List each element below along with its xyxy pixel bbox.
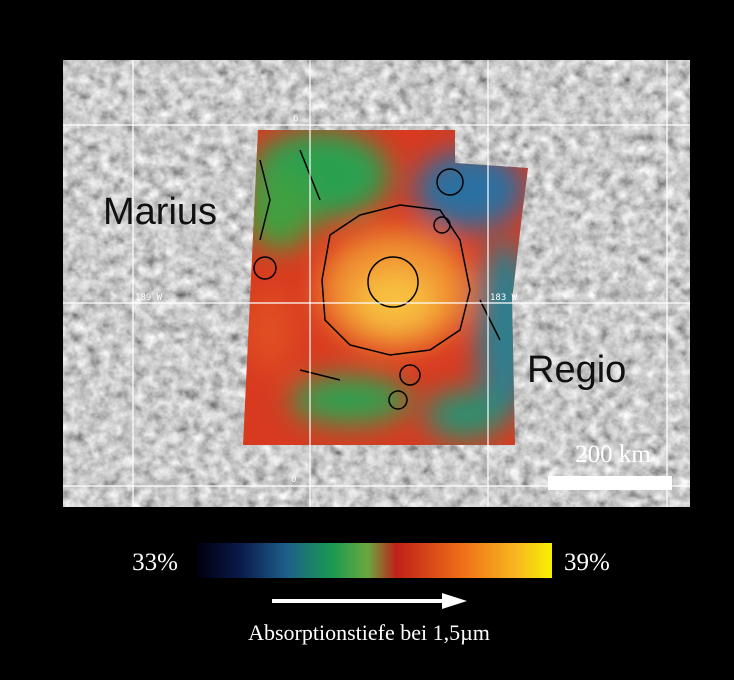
- region-label: Marius: [103, 191, 217, 233]
- page: 6 0 189 W 183 W Marius Regio 200 km 33% …: [0, 0, 734, 680]
- grid-label: 183 W: [490, 293, 518, 303]
- region-label: Regio: [527, 349, 626, 391]
- colorbar-title: Absorptionstiefe bei 1,5µm: [248, 620, 490, 645]
- arrow: [272, 593, 467, 609]
- absorption-overlay: [240, 125, 535, 450]
- colorbar-max: 39%: [564, 549, 610, 576]
- grid-label: 0: [291, 475, 296, 485]
- grid-label: 6: [293, 114, 298, 124]
- scale-bar: [548, 476, 672, 490]
- colorbar: [198, 543, 552, 578]
- scale-label: 200 km: [575, 441, 651, 468]
- colorbar-min: 33%: [132, 549, 178, 576]
- grid-label: 189 W: [135, 293, 163, 303]
- figure: 6 0 189 W 183 W Marius Regio 200 km 33% …: [0, 0, 734, 680]
